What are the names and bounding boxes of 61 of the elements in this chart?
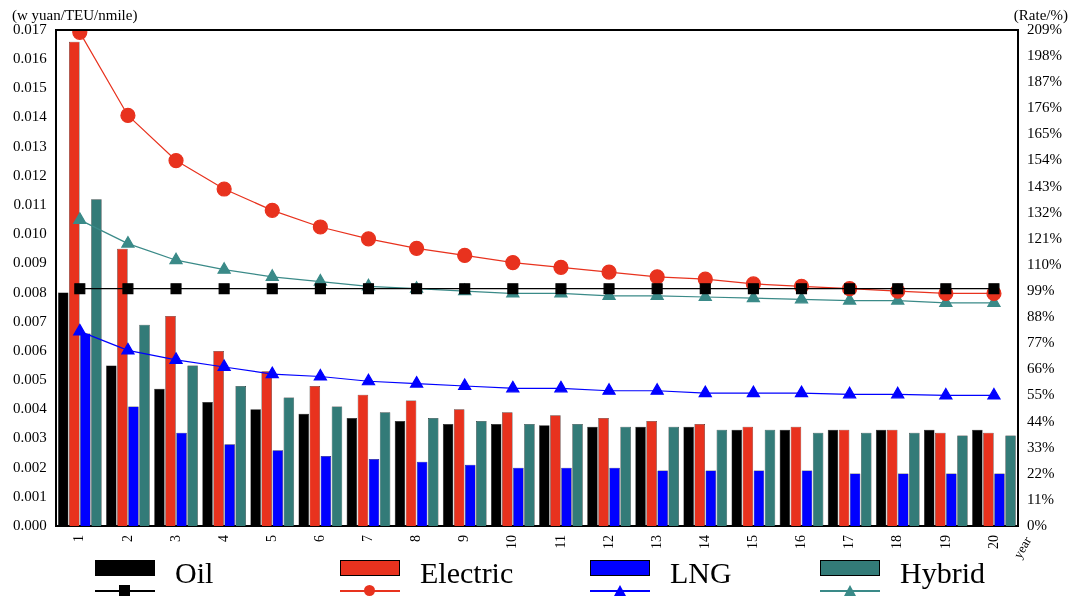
x-tick-label: 6 bbox=[312, 535, 328, 542]
y-tick-label: 0.007 bbox=[13, 312, 48, 329]
legend-label: Oil bbox=[175, 556, 214, 590]
y-tick-label: 0.006 bbox=[13, 341, 48, 358]
y2-tick-label: 44% bbox=[1027, 412, 1055, 429]
y-tick-label: 0.003 bbox=[13, 429, 47, 446]
x-tick-label: 2 bbox=[119, 535, 135, 542]
y2-tick-label: 154% bbox=[1027, 151, 1062, 168]
y-tick-label: 0.002 bbox=[13, 458, 47, 475]
y2-tick-label: 88% bbox=[1027, 308, 1055, 325]
y-tick-label: 0.000 bbox=[13, 516, 47, 533]
legend-label: LNG bbox=[670, 556, 732, 590]
y2-tick-label: 11% bbox=[1027, 490, 1054, 507]
y2-tick-label: 187% bbox=[1027, 73, 1062, 90]
x-tick-label: 19 bbox=[937, 535, 953, 549]
y2-tick-label: 99% bbox=[1027, 281, 1055, 298]
y2-tick-label: 121% bbox=[1027, 229, 1062, 246]
legend-label: Hybrid bbox=[900, 556, 985, 590]
y-tick-label: 0.008 bbox=[13, 283, 47, 300]
x-tick-label: 10 bbox=[504, 535, 520, 549]
y2-tick-label: 33% bbox=[1027, 438, 1055, 455]
y-tick-label: 0.014 bbox=[13, 108, 48, 125]
y-tick-label: 0.013 bbox=[13, 137, 47, 154]
x-tick-label: 7 bbox=[360, 535, 376, 542]
y-tick-label: 0.001 bbox=[13, 487, 47, 504]
legend-label: Electric bbox=[420, 556, 514, 590]
y-tick-label: 0.012 bbox=[13, 166, 47, 183]
y2-tick-label: 22% bbox=[1027, 464, 1055, 481]
y-tick-label: 0.005 bbox=[13, 371, 47, 388]
y2-tick-label: 198% bbox=[1027, 47, 1062, 64]
x-tick-label: 8 bbox=[408, 535, 424, 542]
x-tick-label: 4 bbox=[215, 535, 231, 542]
y2-tick-label: 176% bbox=[1027, 99, 1062, 116]
y-tick-label: 0.004 bbox=[13, 400, 48, 417]
y2-tick-label: 77% bbox=[1027, 334, 1055, 351]
y2-tick-label: 55% bbox=[1027, 386, 1055, 403]
y-tick-label: 0.010 bbox=[13, 225, 47, 242]
x-tick-label: 13 bbox=[648, 535, 664, 549]
y-tick-label: 0.009 bbox=[13, 254, 47, 271]
x-tick-label: 15 bbox=[745, 535, 761, 549]
y2-tick-label: 132% bbox=[1027, 203, 1062, 220]
x-tick-label: 14 bbox=[696, 535, 712, 549]
x-tick-label: 18 bbox=[889, 535, 905, 549]
x-tick-label: 1 bbox=[71, 535, 87, 542]
x-tick-label: 17 bbox=[841, 535, 857, 549]
y2-tick-label: 110% bbox=[1027, 255, 1062, 272]
y-tick-label: 0.016 bbox=[13, 50, 48, 67]
x-tick-label: 3 bbox=[167, 535, 183, 542]
x-tick-label: 11 bbox=[552, 535, 568, 549]
x-tick-label: 12 bbox=[600, 535, 616, 549]
x-tick-label: 16 bbox=[793, 535, 809, 549]
y2-tick-label: 165% bbox=[1027, 125, 1062, 142]
y-axis-title: (w yuan/TEU/nmile) bbox=[12, 6, 138, 24]
y-tick-label: 0.015 bbox=[13, 79, 47, 96]
y-tick-label: 0.011 bbox=[13, 196, 47, 212]
x-tick-label: 9 bbox=[456, 535, 472, 542]
y2-tick-label: 0% bbox=[1027, 516, 1047, 533]
y2-tick-label: 66% bbox=[1027, 360, 1055, 377]
x-tick-label: 20 bbox=[985, 535, 1001, 549]
x-tick-label: 5 bbox=[263, 535, 279, 542]
y2-tick-label: 143% bbox=[1027, 177, 1062, 194]
